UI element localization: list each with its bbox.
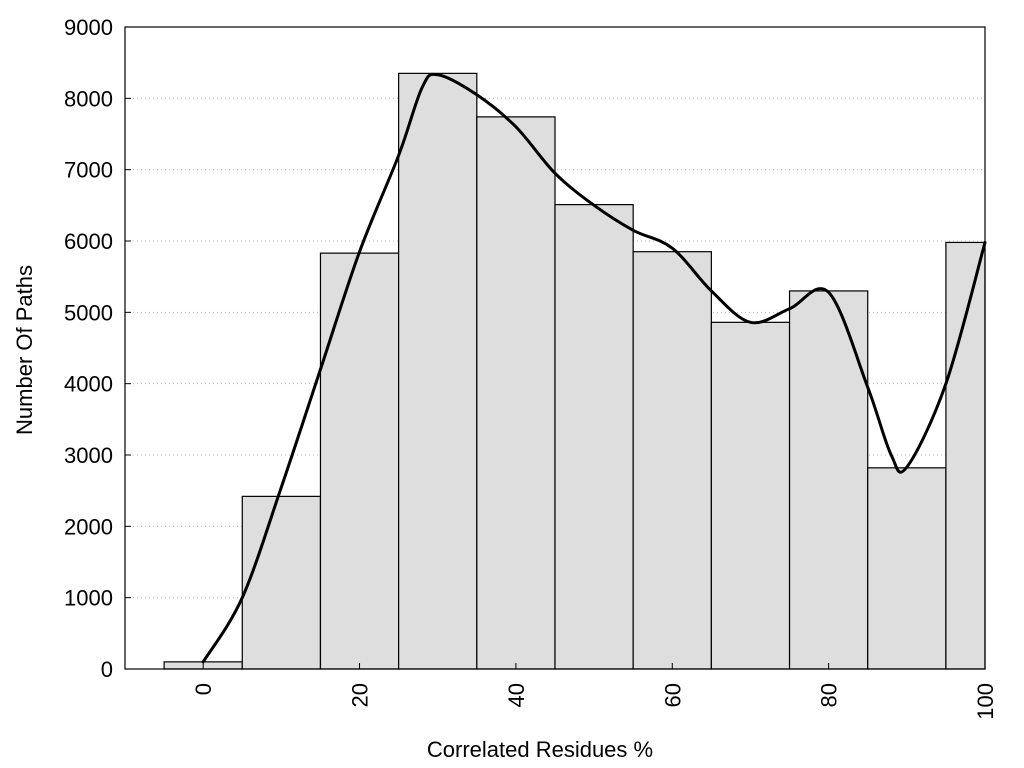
y-tick-label: 7000 bbox=[64, 158, 113, 183]
density-curve bbox=[201, 72, 987, 664]
y-tick-label: 3000 bbox=[64, 443, 113, 468]
y-tick-label: 6000 bbox=[64, 229, 113, 254]
y-tick-label: 1000 bbox=[64, 586, 113, 611]
x-tick-label: 80 bbox=[817, 683, 842, 707]
x-tick-label: 60 bbox=[660, 683, 685, 707]
bar bbox=[476, 116, 556, 670]
bars bbox=[163, 72, 986, 670]
bar bbox=[945, 241, 986, 670]
x-axis-ticks: 0 20 40 60 80 100 bbox=[191, 663, 998, 720]
y-axis-ticks: 0 1000 2000 3000 4000 5000 6000 7000 8000 9000 bbox=[64, 15, 131, 682]
plot-frame bbox=[124, 26, 986, 670]
bar bbox=[554, 204, 634, 670]
bar bbox=[867, 467, 947, 670]
smooth-curve bbox=[201, 72, 987, 664]
x-tick-label: 0 bbox=[191, 683, 216, 695]
x-tick-label: 100 bbox=[973, 683, 998, 720]
bar bbox=[710, 321, 791, 670]
bar bbox=[398, 72, 478, 670]
x-tick-label: 40 bbox=[504, 683, 529, 707]
y-tick-label: 5000 bbox=[64, 300, 113, 325]
y-tick-label: 0 bbox=[101, 657, 113, 682]
x-axis-title: Correlated Residues % bbox=[427, 737, 653, 762]
y-tick-label: 8000 bbox=[64, 86, 113, 111]
bar bbox=[632, 251, 712, 670]
bar bbox=[788, 290, 869, 670]
y-tick-label: 4000 bbox=[64, 372, 113, 397]
y-axis-title: Number Of Paths bbox=[12, 265, 37, 435]
bar bbox=[241, 495, 322, 670]
y-tick-label: 9000 bbox=[64, 15, 113, 40]
bar bbox=[319, 252, 400, 670]
y-tick-label: 2000 bbox=[64, 514, 113, 539]
x-tick-label: 20 bbox=[348, 683, 373, 707]
